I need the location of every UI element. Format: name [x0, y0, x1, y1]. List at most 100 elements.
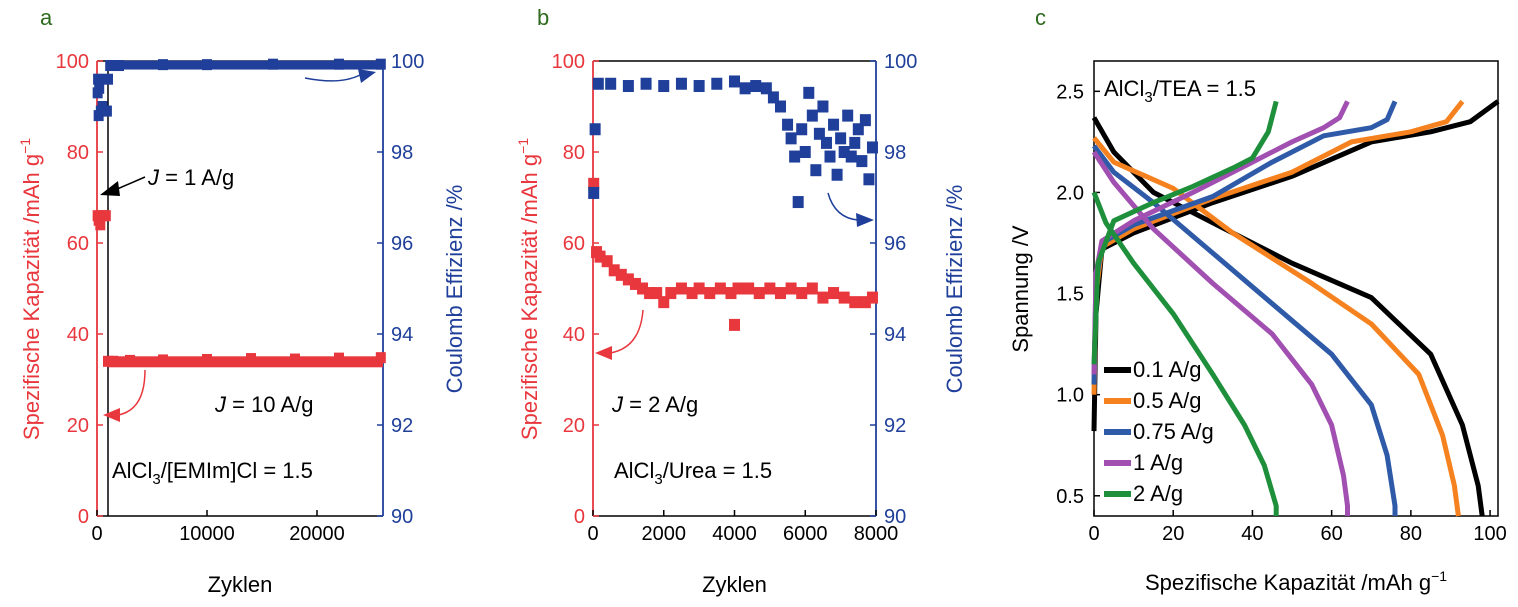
panel-b-capacity-marker [729, 318, 740, 331]
panel-c-discharge-curve [1091, 191, 1279, 516]
panel-a-efficiency-marker [93, 73, 104, 85]
panel-b-capacity-marker [785, 282, 797, 295]
panel-b-xtick-label: 4000 [712, 523, 757, 545]
panel-b-efficiency-marker [782, 118, 794, 131]
panel-c-xtick-label: 0 [1088, 523, 1099, 545]
panel-b-efficiency-marker [859, 114, 871, 127]
panel-b-capacity-marker [693, 282, 705, 295]
panel-a-j1-arrow-head [100, 181, 120, 196]
panel-b-electrolyte-label: AlCl3/Urea = 1.5 [614, 458, 772, 488]
panel-a-xtick-label: 10000 [179, 523, 235, 545]
panel-b-capacity-marker [817, 291, 829, 304]
panel-c-charge-curve [1091, 100, 1279, 365]
panel-c-title: AlCl3/TEA = 1.5 [1104, 76, 1256, 106]
panel-a-ytick-right-label: 100 [391, 51, 424, 73]
panel-c-discharge-curve [1092, 144, 1398, 516]
panel-a-capacity-marker [95, 219, 106, 231]
panel-b-capacity-marker [743, 282, 755, 295]
panel-b-efficiency-marker [785, 132, 797, 145]
panel-c-ylabel: Spannung /V [1008, 225, 1033, 353]
panel-b-capacity-marker [658, 296, 670, 309]
panel-b-ylabel-right: Coulomb Effizienz /% [942, 185, 967, 394]
panel-b-capacity-marker [588, 177, 600, 190]
panel-b-j-label: J = 2 A/g [611, 392, 698, 417]
panel-b-capacity-marker [608, 264, 620, 277]
panel-b-efficiency-marker [792, 196, 804, 209]
panel-b-ytick-right-label: 92 [884, 415, 906, 437]
panel-b-efficiency-marker [828, 118, 840, 131]
panel-c-charge-curve [1091, 99, 1465, 395]
panel-b-capacity-marker [594, 250, 606, 263]
panel-a-ytick-right-label: 94 [391, 324, 413, 346]
panel-b-capacity-marker [806, 282, 818, 295]
panel-b-efficiency-marker [806, 109, 818, 122]
panel-b-efficiency-marker [622, 80, 634, 93]
panel-b-capacity-marker [859, 296, 871, 309]
panel-b-efficiency-marker [592, 77, 604, 90]
panel-b-capacity-marker [753, 287, 765, 300]
panel-b-efficiency-marker [799, 146, 811, 158]
panel-b-capacity-arrow-curve [609, 309, 644, 354]
panel-a-j1-arrow-curve [114, 176, 146, 191]
panel-a-xlabel: Zyklen [208, 572, 273, 597]
panel-c-legend-label: 1 A/g [1133, 450, 1183, 475]
panel-c-discharge-curve [1091, 150, 1350, 516]
panel-b-efficiency-marker [803, 86, 815, 99]
panel-b-ytick-right-label: 90 [884, 506, 906, 528]
panel-c-ytick-label: 1.0 [1056, 385, 1084, 407]
panel-b-xlabel: Zyklen [702, 572, 767, 597]
panel-b-capacity-marker [637, 282, 649, 295]
panel-b-capacity-marker [622, 273, 634, 286]
panel-c-xtick-label: 100 [1473, 523, 1506, 545]
panel-a-efficiency-marker [94, 82, 105, 94]
panel-b-capacity-marker [828, 287, 840, 300]
panel-b-capacity-marker [644, 287, 656, 300]
panel-c-legend-label: 0.75 A/g [1133, 419, 1214, 444]
panel-b-capacity-marker [651, 287, 663, 300]
panel-c-ytick-label: 1.5 [1056, 284, 1084, 306]
panel-b-capacity-marker [774, 287, 786, 300]
panel-b-ytick-left-label: 20 [563, 415, 585, 437]
panel-b-capacity-marker [665, 287, 677, 300]
panel-b-efficiency-marker [810, 164, 822, 177]
panel-a-ytick-left-label: 20 [67, 415, 89, 437]
panel-b-efficiency-marker [675, 77, 687, 90]
panel-b-efficiency-marker [789, 150, 801, 163]
panel-b-efficiency-marker [820, 136, 832, 149]
panel-a-efficiency-arrow-head [358, 69, 376, 83]
panel-b-capacity-marker [704, 287, 716, 300]
panel-b-xtick-label: 0 [587, 523, 598, 545]
panel-a-ylabel-left: Spezifische Kapazität /mAh g−1 [17, 138, 44, 440]
panel-b-ytick-left-label: 0 [574, 506, 585, 528]
panel-c-ytick-label: 2.0 [1056, 182, 1084, 204]
panel-a-ytick-left-label: 80 [67, 142, 89, 164]
panel-b-efficiency-marker [796, 123, 808, 136]
panel-a-capacity-arrow-curve [117, 369, 146, 416]
panel-a-j10-label: J = 10 A/g [214, 392, 313, 417]
panel-b-efficiency-arrow-curve [827, 192, 859, 221]
panel-a-xtick-label: 0 [91, 523, 102, 545]
panel-b-capacity-marker [849, 296, 861, 309]
panel-b-ytick-left-label: 60 [563, 233, 585, 255]
panel-b-efficiency-marker [842, 109, 854, 122]
panel-b-capacity-marker [615, 268, 627, 281]
panel-b-efficiency-marker [588, 186, 600, 199]
panel-a-ylabel-right: Coulomb Effizienz /% [442, 185, 467, 394]
panel-b-efficiency-marker [605, 77, 617, 90]
panel-c-xtick-label: 60 [1321, 523, 1343, 545]
panel-a-ytick-right-label: 98 [391, 142, 413, 164]
panel-c-xlabel: Spezifische Kapazität /mAh g−1 [1145, 568, 1447, 595]
panel-b-efficiency-marker [838, 146, 850, 158]
panel-c-legend-label: 0.1 A/g [1133, 357, 1202, 382]
panel-b-efficiency-marker [817, 100, 829, 113]
panel-b-ylabel-left: Spezifische Kapazität /mAh g−1 [515, 138, 542, 440]
panel-b-capacity-marker [725, 287, 737, 300]
panel-b-efficiency-marker [774, 100, 786, 113]
panel-letter-b: b [537, 5, 550, 30]
panel-a-efficiency-marker [103, 73, 113, 85]
panel-a-capacity-band [108, 356, 383, 368]
panel-a-efficiency-band [108, 60, 383, 70]
panel-b-efficiency-marker [767, 91, 779, 104]
panel-b-efficiency-marker [813, 127, 825, 140]
panel-a-ytick-left-label: 0 [78, 506, 89, 528]
